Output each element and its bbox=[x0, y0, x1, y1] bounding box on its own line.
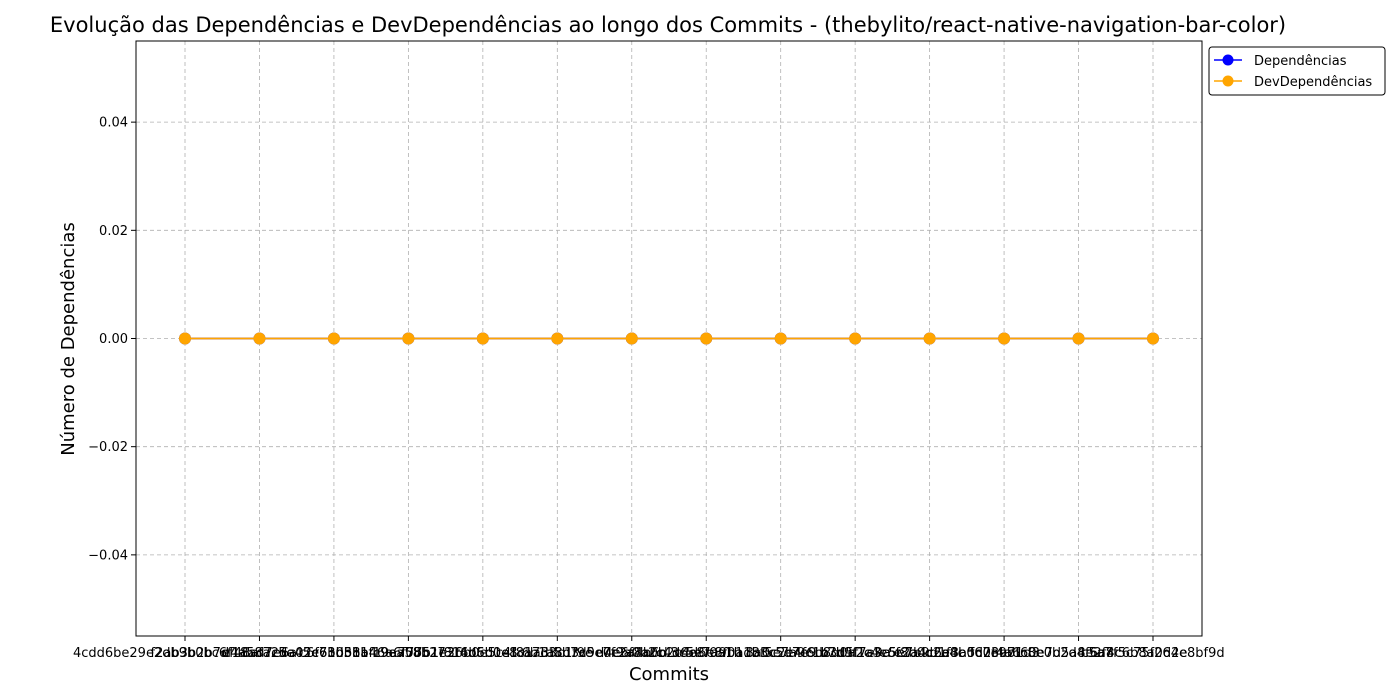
data-point bbox=[998, 332, 1011, 345]
x-tick-label: f2ab3b2b7df48af7c5e45e61b51a bbox=[151, 646, 369, 661]
data-point bbox=[551, 332, 564, 345]
data-point bbox=[476, 332, 489, 345]
x-tick-label: b7d9f1a3c5e7b9d1f3a5c7e9b1d3 bbox=[819, 646, 1040, 661]
series-layer bbox=[179, 332, 1159, 345]
y-tick-label: −0.02 bbox=[88, 440, 128, 455]
data-point bbox=[849, 332, 862, 345]
series-devdependencias bbox=[179, 332, 1159, 345]
x-axis: 4cdd6be29e2db9b0bc6f18ad7e6af2ab3b2b7df4… bbox=[73, 636, 1225, 661]
x-tick-label: f603e7f60e7d5a8e2f4c6b8a0d2e bbox=[970, 646, 1188, 661]
data-point bbox=[327, 332, 340, 345]
data-point bbox=[625, 332, 638, 345]
x-tick-label: e4a58a2da02c6b0bb1fc9ea58b27 bbox=[222, 646, 446, 661]
legend-item-devdependencias: DevDependências bbox=[1214, 75, 1372, 90]
x-axis-label: Commits bbox=[629, 664, 709, 685]
x-tick-label: 8a0c2e4f6b8d0a2c4e6f8b0d2a4c bbox=[746, 646, 965, 661]
data-point bbox=[700, 332, 713, 345]
data-point bbox=[1072, 332, 1085, 345]
data-point bbox=[923, 332, 936, 345]
x-tick-label: d4e6f8a0b2c4d6e8f0a1b3c5d7e9 bbox=[596, 646, 816, 661]
legend: Dependências DevDependências bbox=[1208, 46, 1386, 96]
legend-label-dependencias: Dependências bbox=[1254, 54, 1347, 69]
data-point bbox=[253, 332, 266, 345]
legend-marker-devdependencias bbox=[1222, 75, 1234, 87]
x-tick-label: c5a7f5c75f264e8bf9d bbox=[1081, 646, 1224, 661]
x-tick-label: 4cdd6be29e2db9b0bc6f18ad7e6a bbox=[73, 646, 297, 661]
legend-box bbox=[1208, 46, 1386, 96]
x-tick-label: 2f4d6b0e8c1a3f5b7d9e0c2a4b6d bbox=[447, 646, 668, 661]
y-tick-label: 0.04 bbox=[99, 116, 128, 131]
y-tick-label: 0.02 bbox=[99, 224, 128, 239]
legend-item-dependencias: Dependências bbox=[1214, 54, 1347, 69]
legend-marker-dependencias bbox=[1222, 54, 1234, 66]
x-tick-label: e2a4c6e8b0d2f4a6c8e0b2d4f6a8 bbox=[894, 646, 1114, 661]
legend-label-devdependencias: DevDependências bbox=[1254, 75, 1372, 90]
x-tick-label: 19a70b51e36b0e5c4f8a7d3c1f9e bbox=[373, 646, 593, 661]
data-point bbox=[1147, 332, 1159, 345]
data-point bbox=[179, 332, 191, 345]
data-point bbox=[402, 332, 415, 345]
x-tick-label: 3c5e7a9b1d3f5e7a9c1b3d5f7e9a bbox=[671, 646, 891, 661]
x-tick-label: 6b1a8d3c5e7f9a0b2c4d6e8f0a1b bbox=[522, 646, 742, 661]
data-point bbox=[774, 332, 787, 345]
chart-title: Evolução das Dependências e DevDependênc… bbox=[50, 13, 1286, 37]
x-tick-label: c6f73d38b46a6f77b1f816b5d1e1 bbox=[299, 646, 518, 661]
y-tick-label: −0.04 bbox=[88, 548, 128, 563]
y-axis-label: Número de Dependências bbox=[58, 222, 79, 456]
y-tick-label: 0.00 bbox=[99, 332, 128, 347]
y-axis: −0.04 −0.02 0.00 0.02 0.04 bbox=[88, 116, 136, 563]
